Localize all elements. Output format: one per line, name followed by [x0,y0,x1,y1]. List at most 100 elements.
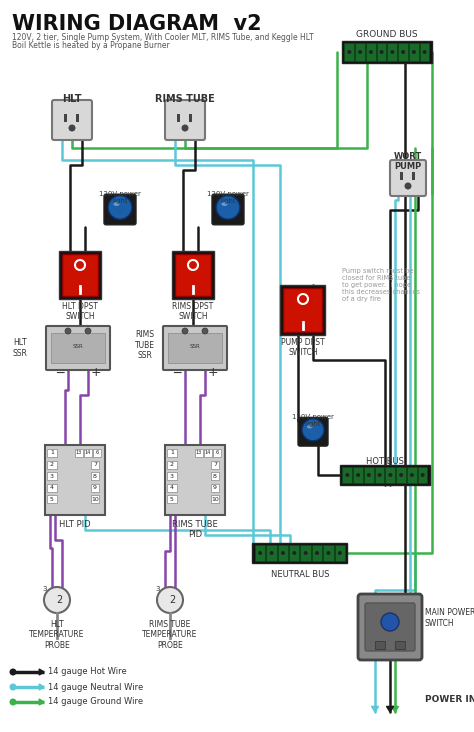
FancyBboxPatch shape [358,594,422,660]
Bar [283,288,322,332]
Circle shape [85,328,91,334]
Bar [91,496,99,504]
Text: ─: ─ [173,367,181,379]
FancyBboxPatch shape [365,603,415,651]
Bar [93,449,101,457]
Text: POWER IN: POWER IN [425,695,474,704]
Text: SSR: SSR [73,343,83,348]
Circle shape [182,328,188,334]
Text: HLT PID: HLT PID [59,520,91,529]
Bar [62,254,98,296]
Text: 13: 13 [76,450,82,455]
Bar [211,496,219,504]
Text: 14 gauge Hot Wire: 14 gauge Hot Wire [48,668,127,676]
Bar [211,484,219,492]
Circle shape [410,473,414,477]
Bar [385,467,395,483]
Text: 2: 2 [56,595,62,605]
Polygon shape [39,669,44,675]
Bar [396,467,406,483]
Bar [47,449,57,457]
Bar [335,545,345,561]
Bar [342,41,432,63]
Text: 10: 10 [211,497,219,502]
Polygon shape [372,706,379,712]
Circle shape [216,195,240,220]
Bar [177,114,181,122]
Bar [91,460,99,468]
Text: 7: 7 [93,462,97,467]
Circle shape [327,551,330,555]
FancyBboxPatch shape [52,100,92,140]
Bar [91,484,99,492]
Circle shape [404,182,411,190]
Bar [204,449,212,457]
Circle shape [292,551,296,555]
Bar [345,43,354,61]
Circle shape [157,587,183,613]
Bar [420,43,429,61]
Bar [395,641,405,649]
Circle shape [315,551,319,555]
Text: ─: ─ [56,367,64,379]
Bar [167,496,177,504]
Text: 3: 3 [156,586,160,592]
Text: 2: 2 [170,462,174,467]
Text: 120V, 2 tier, Single Pump System, With Cooler MLT, RIMS Tube, and Keggle HLT: 120V, 2 tier, Single Pump System, With C… [12,33,314,42]
Bar [47,460,57,468]
Bar [278,545,288,561]
Bar [84,449,92,457]
Text: RIMS TUBE: RIMS TUBE [155,94,215,104]
Text: HLT
SSR: HLT SSR [13,338,27,358]
Circle shape [356,473,360,477]
Text: +: + [208,367,219,379]
Text: 3: 3 [43,586,47,592]
Circle shape [9,698,17,706]
Text: 9: 9 [213,485,217,490]
Text: 5: 5 [170,497,174,502]
Circle shape [9,684,17,690]
Circle shape [304,551,308,555]
Circle shape [346,473,349,477]
Circle shape [381,613,399,631]
Bar [168,333,222,363]
Text: 14 gauge Ground Wire: 14 gauge Ground Wire [48,698,143,706]
Text: RIMS
TUBE
SSR: RIMS TUBE SSR [135,330,155,360]
Circle shape [44,587,70,613]
FancyBboxPatch shape [163,326,227,370]
Circle shape [347,50,351,54]
Text: 8: 8 [213,474,217,479]
Bar [91,472,99,480]
Bar [301,545,311,561]
Circle shape [270,551,273,555]
Bar [377,43,386,61]
Text: HLT: HLT [62,94,82,104]
Text: SSR: SSR [190,343,201,348]
Bar [195,449,203,457]
Circle shape [388,473,392,477]
Bar [211,472,219,480]
Polygon shape [39,699,44,705]
Bar [64,114,67,122]
Text: 9: 9 [93,485,97,490]
Bar [47,484,57,492]
Circle shape [412,50,416,54]
Bar [343,467,352,483]
FancyBboxPatch shape [104,194,136,225]
Text: 120V power
light: 120V power light [292,414,334,427]
Bar [213,449,221,457]
Polygon shape [392,706,399,712]
Text: HLT DPST
SWITCH: HLT DPST SWITCH [62,302,98,321]
Text: 1: 1 [50,450,54,455]
Bar [398,43,408,61]
Text: 7: 7 [213,462,217,467]
Circle shape [9,668,17,676]
Text: HOT BUS: HOT BUS [366,457,404,466]
Bar [253,543,347,563]
Text: 5: 5 [50,497,54,502]
FancyBboxPatch shape [46,326,110,370]
Text: 3: 3 [50,474,54,479]
Bar [366,43,376,61]
Text: 4: 4 [170,485,174,490]
Bar [167,484,177,492]
